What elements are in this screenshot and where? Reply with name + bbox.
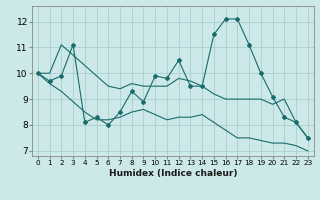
X-axis label: Humidex (Indice chaleur): Humidex (Indice chaleur) <box>108 169 237 178</box>
